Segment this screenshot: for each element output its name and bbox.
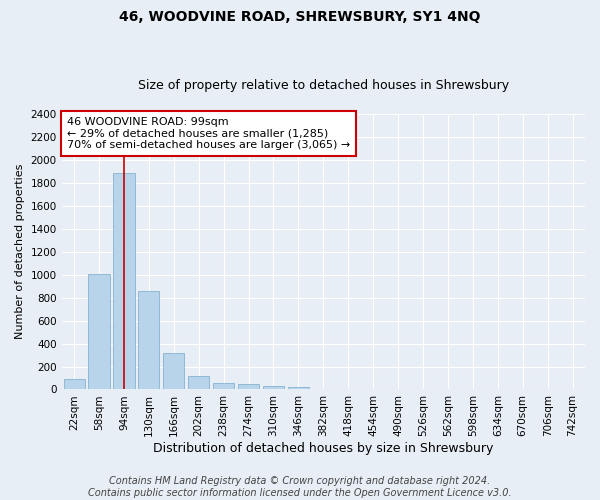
- Text: 46 WOODVINE ROAD: 99sqm
← 29% of detached houses are smaller (1,285)
70% of semi: 46 WOODVINE ROAD: 99sqm ← 29% of detache…: [67, 117, 350, 150]
- Title: Size of property relative to detached houses in Shrewsbury: Size of property relative to detached ho…: [138, 79, 509, 92]
- Bar: [188, 376, 209, 390]
- Bar: [313, 389, 334, 390]
- Bar: [113, 172, 134, 390]
- X-axis label: Distribution of detached houses by size in Shrewsbury: Distribution of detached houses by size …: [153, 442, 494, 455]
- Y-axis label: Number of detached properties: Number of detached properties: [15, 164, 25, 340]
- Bar: [213, 382, 234, 390]
- Bar: [138, 292, 160, 390]
- Text: 46, WOODVINE ROAD, SHREWSBURY, SY1 4NQ: 46, WOODVINE ROAD, SHREWSBURY, SY1 4NQ: [119, 10, 481, 24]
- Bar: [263, 386, 284, 390]
- Bar: [238, 384, 259, 390]
- Bar: [64, 378, 85, 390]
- Text: Contains HM Land Registry data © Crown copyright and database right 2024.
Contai: Contains HM Land Registry data © Crown c…: [88, 476, 512, 498]
- Bar: [288, 386, 309, 390]
- Bar: [88, 274, 110, 390]
- Bar: [163, 354, 184, 390]
